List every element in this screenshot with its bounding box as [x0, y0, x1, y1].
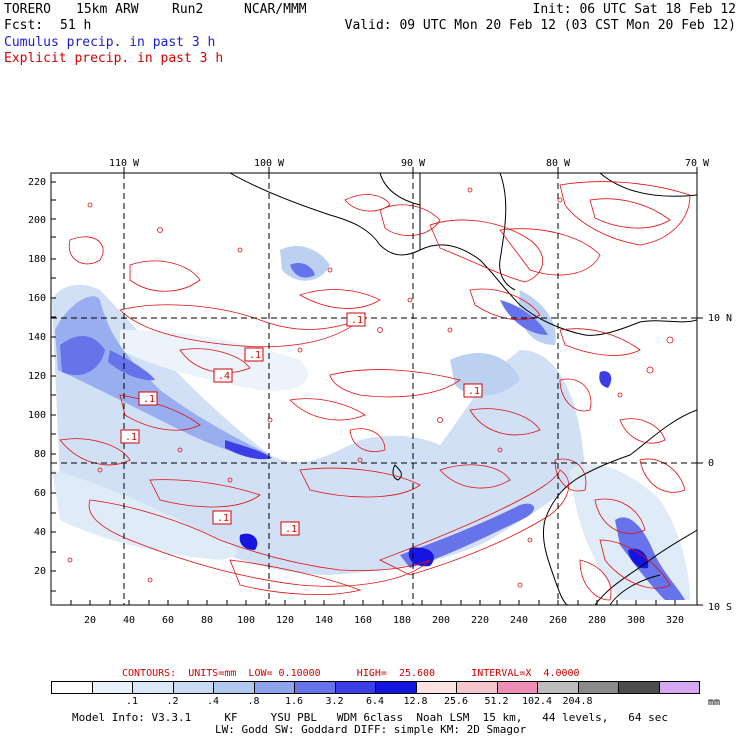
- x-tick-label: 320: [666, 615, 684, 626]
- field1-title: Cumulus precip. in past 3 h: [4, 35, 216, 50]
- y-tick-label: 60: [34, 488, 46, 499]
- legend-label: 51.2: [484, 696, 509, 707]
- legend-swatch: [618, 681, 660, 694]
- valid-time: Valid: 09 UTC Mon 20 Feb 12 (03 CST Mon …: [344, 18, 736, 33]
- contour-label: .4: [218, 371, 230, 382]
- graticule: [51, 173, 697, 605]
- legend-label: 102.4: [521, 696, 553, 707]
- legend-label: 25.6: [443, 696, 469, 707]
- legend-label: 3.2: [325, 696, 344, 707]
- legend-label: 12.8: [403, 696, 428, 707]
- lon-label: 110 W: [109, 158, 140, 169]
- legend-label: 6.4: [365, 696, 385, 707]
- y-tick-label: 200: [28, 215, 46, 226]
- run-label: Run2: [172, 2, 204, 17]
- x-tick-label: 260: [549, 615, 567, 626]
- x-tick-label: 180: [393, 615, 411, 626]
- contour-label: .1: [249, 350, 261, 361]
- x-tick-label: 120: [276, 615, 294, 626]
- legend-swatch: [334, 681, 376, 694]
- y-tick-label: 140: [28, 332, 46, 343]
- legend-swatch: [51, 681, 93, 694]
- x-tick-label: 280: [588, 615, 606, 626]
- legend-swatch: [253, 681, 295, 694]
- lat-label: 10 N: [708, 313, 732, 324]
- legend-swatch: [496, 681, 538, 694]
- legend-label: .4: [206, 696, 220, 707]
- org-label: NCAR/MMM: [244, 2, 307, 17]
- legend-swatch: [172, 681, 214, 694]
- contour-label: .1: [468, 386, 480, 397]
- x-tick-label: 240: [510, 615, 528, 626]
- x-tick-label: 20: [84, 615, 96, 626]
- legend-label: 1.6: [284, 696, 304, 707]
- y-tick-label: 40: [34, 527, 46, 538]
- field2-title: Explicit precip. in past 3 h: [4, 51, 224, 66]
- contour-label: .1: [285, 524, 297, 535]
- legend-swatch: [577, 681, 619, 694]
- legend-swatch: [658, 681, 700, 694]
- legend-swatch: [415, 681, 457, 694]
- x-tick-label: 100: [237, 615, 255, 626]
- y-tick-label: 100: [28, 410, 46, 421]
- x-tick-label: 300: [627, 615, 645, 626]
- lat-label: 10 S: [708, 602, 732, 613]
- y-tick-label: 220: [28, 177, 46, 188]
- x-tick-label: 60: [162, 615, 174, 626]
- heavy-precip-cores: [55, 263, 685, 600]
- legend-swatch: [213, 681, 255, 694]
- legend-label: .8: [247, 696, 260, 707]
- lon-label: 100 W: [254, 158, 285, 169]
- legend-swatch: [375, 681, 417, 694]
- legend-label: 204.8: [562, 696, 593, 707]
- x-tick-label: 200: [432, 615, 450, 626]
- legend-label: .2: [166, 696, 179, 707]
- legend-label: .1: [125, 696, 139, 707]
- legend-swatch: [132, 681, 174, 694]
- x-tick-label: 160: [354, 615, 372, 626]
- x-tick-label: 80: [201, 615, 213, 626]
- x-tick-label: 140: [315, 615, 333, 626]
- lon-label: 90 W: [401, 158, 426, 169]
- model-physics: LW: Godd SW: Goddard DIFF: simple KM: 2D…: [215, 723, 527, 736]
- grid-resolution: 15km ARW: [76, 2, 139, 17]
- contour-speckles: [67, 187, 674, 588]
- contour-label: .1: [217, 513, 229, 524]
- contour-label: .1: [351, 315, 363, 326]
- model-name: TORERO: [4, 2, 51, 17]
- y-tick-label: 20: [34, 566, 46, 577]
- y-tick-label: 80: [34, 449, 46, 460]
- contour-label: .1: [125, 432, 137, 443]
- legend-swatch: [456, 681, 498, 694]
- x-tick-label: 220: [471, 615, 489, 626]
- fcst-label: Fcst:: [4, 18, 44, 33]
- axis-ticks: [51, 167, 703, 606]
- init-time: Init: 06 UTC Sat 18 Feb 12: [532, 2, 737, 17]
- fcst-value: 51 h: [60, 18, 92, 33]
- legend-unit: mm: [707, 697, 721, 708]
- lon-label: 70 W: [685, 158, 710, 169]
- contour-label-boxes: [120, 312, 483, 536]
- contours-info: CONTOURS: UNITS=mm LOW= 0.10000 HIGH= 25…: [122, 668, 580, 679]
- coastlines: [229, 173, 697, 605]
- legend-swatch: [537, 681, 579, 694]
- legend-swatch: [294, 681, 336, 694]
- y-tick-label: 180: [28, 254, 46, 265]
- legend-swatch: [91, 681, 133, 694]
- contour-label: .1: [143, 394, 155, 405]
- lon-label: 80 W: [546, 158, 571, 169]
- y-tick-label: 160: [28, 293, 46, 304]
- x-tick-label: 40: [123, 615, 135, 626]
- y-tick-label: 120: [28, 371, 46, 382]
- model-info: Model Info: V3.3.1 KF YSU PBL WDM 6class…: [72, 711, 669, 724]
- lat-label: 0: [708, 458, 714, 469]
